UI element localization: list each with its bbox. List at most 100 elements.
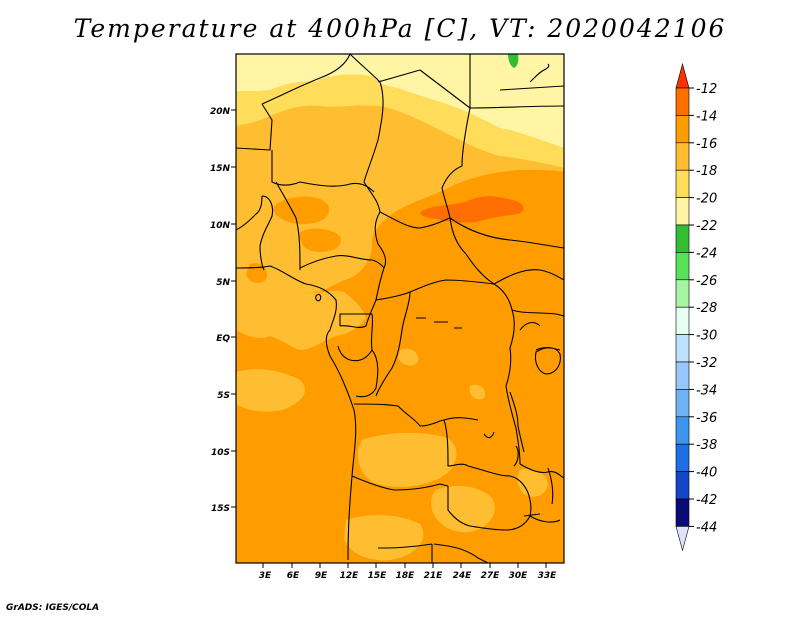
lon-label: 6E (287, 571, 300, 581)
colorbar-swatch (675, 279, 690, 308)
lat-ticks (231, 109, 236, 508)
border-line (375, 291, 411, 397)
map-frame (235, 53, 565, 564)
border-line (441, 107, 471, 189)
colorbar-label: -26 (696, 274, 717, 289)
colorbar-label: -22 (696, 219, 717, 234)
country-borders (236, 54, 564, 563)
colorbar-label: -18 (696, 164, 717, 179)
colorbar-label: -42 (696, 493, 717, 508)
shade-minus22-24 (508, 54, 519, 68)
border-line (469, 105, 564, 109)
lon-label: 27E (481, 571, 501, 581)
border-line (337, 313, 374, 362)
colorbar-swatch (675, 142, 690, 171)
lake-malawi (547, 467, 554, 505)
lon-label: 3E (259, 571, 272, 581)
border-line (355, 349, 379, 398)
lon-label: 12E (340, 571, 360, 581)
map-title: Temperature at 400hPa [C], VT: 202004210… (73, 14, 727, 43)
lon-label: 9E (315, 571, 328, 581)
lake (513, 445, 519, 467)
shade-minus14-16 (236, 170, 564, 563)
lon-label: 15E (368, 571, 388, 581)
border-line (275, 181, 301, 271)
coastline (236, 265, 357, 561)
lat-label: 15S (211, 504, 230, 514)
border-line (467, 465, 532, 517)
lat-label: 20N (210, 107, 231, 117)
border-line (433, 543, 489, 563)
border-line (351, 475, 449, 491)
colorbar-swatch (675, 389, 690, 418)
lat-label: 10S (211, 448, 230, 458)
colorbar-label: -28 (696, 301, 717, 316)
border-line (379, 211, 451, 229)
border-line (353, 403, 469, 467)
shade-minus14-16 (273, 196, 330, 224)
lon-label: 33E (538, 571, 558, 581)
colorbar-swatch (675, 416, 690, 445)
border-line (236, 195, 263, 231)
colorbar-swatch (675, 115, 690, 144)
lat-label: 5N (216, 278, 230, 288)
lake-victoria (534, 347, 561, 375)
colorbar-swatch (675, 169, 690, 198)
border-line (493, 269, 564, 285)
lon-label: 18E (396, 571, 416, 581)
border-line (449, 217, 564, 249)
lat-label: 10N (210, 221, 231, 231)
border-line (363, 181, 387, 269)
border-line (505, 309, 521, 465)
map-panel: 20N 15N 10N 5N EQ 5S 10S 15S 3E 6E 9E (210, 53, 565, 581)
colorbar-swatch (675, 252, 690, 281)
shade-minus16-18 (469, 384, 486, 400)
border-line (271, 150, 375, 193)
temperature-field (236, 54, 564, 563)
border-line (299, 255, 385, 269)
colorbar-label: -36 (696, 411, 717, 426)
colorbar-swatch (675, 87, 690, 116)
colorbar-label: -38 (696, 438, 717, 453)
border-line (377, 543, 433, 549)
colorbar-label: -40 (696, 466, 717, 481)
shade-minus16-18 (431, 485, 495, 533)
colorbar-label: -12 (696, 82, 717, 97)
shade-minus12-14 (420, 196, 524, 223)
lon-labels: 3E 6E 9E 12E 15E 18E 21E 24E 27E 30E 33E (259, 571, 557, 581)
border-line (499, 85, 564, 91)
colorbar-swatch (675, 197, 690, 226)
shade-minus16-18 (357, 432, 457, 487)
island (315, 293, 322, 302)
border-line (519, 463, 564, 479)
border-line (511, 309, 564, 317)
border-line (377, 54, 471, 109)
colorbar-swatch (675, 471, 690, 500)
colorbar-swatch (675, 498, 690, 527)
colorbar-swatch (675, 361, 690, 390)
colorbar-label: -44 (696, 520, 717, 535)
lake (416, 317, 462, 329)
shade-minus14-16 (299, 228, 341, 252)
shade-minus16-18 (236, 289, 366, 350)
colorbar-label: -30 (696, 329, 717, 344)
border-line (529, 515, 561, 523)
border-line (349, 54, 384, 183)
colorbar-swatch (675, 443, 690, 472)
colorbar-label: -32 (696, 356, 717, 371)
lake (483, 431, 495, 439)
colorbar-label: -24 (696, 246, 717, 261)
border-line (375, 279, 513, 311)
colorbar-label: -20 (696, 192, 717, 207)
lon-label: 30E (509, 571, 529, 581)
colorbar-bottom-triangle (675, 526, 690, 552)
lon-label: 24E (453, 571, 473, 581)
lake-albert (519, 321, 541, 331)
shade-minus16-18 (236, 369, 305, 412)
credit-label: GrADS: IGES/COLA (6, 603, 100, 613)
lake-kariba (523, 513, 541, 517)
colorbar: -12 -14 -16 -18 -20 -22 -24 -26 -28 -30 -32 -34 -36 -… (675, 62, 717, 552)
shade-minus16-18 (398, 348, 419, 366)
border-line (441, 187, 495, 285)
